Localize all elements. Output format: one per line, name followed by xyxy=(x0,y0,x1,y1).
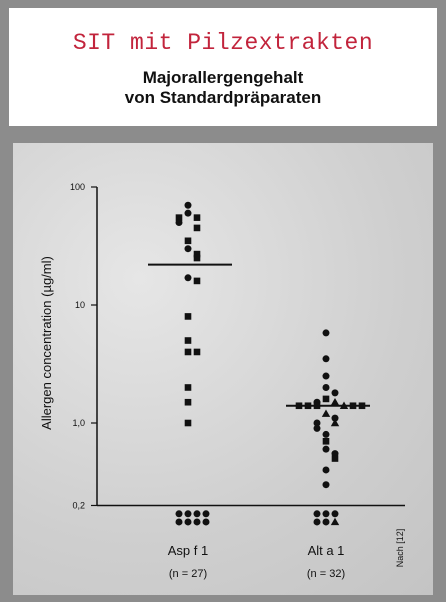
data-point xyxy=(323,384,330,391)
y-tick-label: 0,2 xyxy=(72,500,85,510)
y-tick-label: 10 xyxy=(75,300,85,310)
x-tick-label: Alt a 1 xyxy=(308,543,345,558)
y-tick-label: 1,0 xyxy=(72,418,85,428)
data-point xyxy=(314,402,321,409)
data-point xyxy=(185,518,192,525)
data-point xyxy=(185,384,192,391)
data-point xyxy=(176,510,183,517)
data-point xyxy=(194,255,201,262)
source-note: Nach [12] xyxy=(395,529,405,568)
data-point xyxy=(323,510,330,517)
data-point xyxy=(185,202,192,209)
data-point xyxy=(314,518,321,525)
data-point xyxy=(323,446,330,453)
data-point xyxy=(332,455,339,462)
data-point xyxy=(296,402,303,409)
data-point xyxy=(185,274,192,281)
data-point xyxy=(323,466,330,473)
data-point xyxy=(323,355,330,362)
data-point xyxy=(331,518,339,525)
y-tick-label: 100 xyxy=(70,182,85,192)
chart-panel: Allergen concentration (µg/ml) Nach [12]… xyxy=(13,143,433,595)
data-point xyxy=(185,210,192,217)
data-point xyxy=(323,518,330,525)
data-point xyxy=(305,402,312,409)
data-point xyxy=(185,237,192,244)
data-point xyxy=(323,396,330,403)
data-point xyxy=(185,349,192,356)
x-tick-label: Asp f 1 xyxy=(168,543,208,558)
data-point xyxy=(176,219,183,226)
header: SIT mit Pilzextrakten Majorallergengehal… xyxy=(9,8,437,126)
data-point xyxy=(314,510,321,517)
data-point xyxy=(323,438,330,445)
data-point xyxy=(203,518,210,525)
data-point xyxy=(185,245,192,252)
data-point xyxy=(359,402,366,409)
x-tick-note: (n = 32) xyxy=(307,568,345,580)
data-point xyxy=(314,425,321,432)
subtitle: Majorallergengehalt xyxy=(9,68,437,88)
data-point xyxy=(332,510,339,517)
data-point xyxy=(176,518,183,525)
data-point xyxy=(194,510,201,517)
subtitle: von Standardpräparaten xyxy=(9,88,437,108)
data-point xyxy=(322,409,330,416)
data-point xyxy=(185,510,192,517)
x-tick-note: (n = 27) xyxy=(169,568,207,580)
data-point xyxy=(185,399,192,406)
data-point xyxy=(194,225,201,232)
chart: Allergen concentration (µg/ml) Nach [12]… xyxy=(13,143,433,595)
data-point xyxy=(203,510,210,517)
data-point xyxy=(323,431,330,438)
data-point xyxy=(194,214,201,221)
data-point xyxy=(194,518,201,525)
y-axis-label: Allergen concentration (µg/ml) xyxy=(39,256,54,430)
data-point xyxy=(323,481,330,488)
title: SIT mit Pilzextrakten xyxy=(9,30,437,56)
data-point xyxy=(350,402,357,409)
data-point xyxy=(194,278,201,285)
data-point xyxy=(185,420,192,427)
data-point xyxy=(194,349,201,356)
data-point xyxy=(185,313,192,320)
data-point xyxy=(331,398,339,405)
data-point xyxy=(185,337,192,344)
card: SIT mit Pilzextrakten Majorallergengehal… xyxy=(0,0,446,602)
data-point xyxy=(323,373,330,380)
data-point xyxy=(323,329,330,336)
data-point xyxy=(332,389,339,396)
